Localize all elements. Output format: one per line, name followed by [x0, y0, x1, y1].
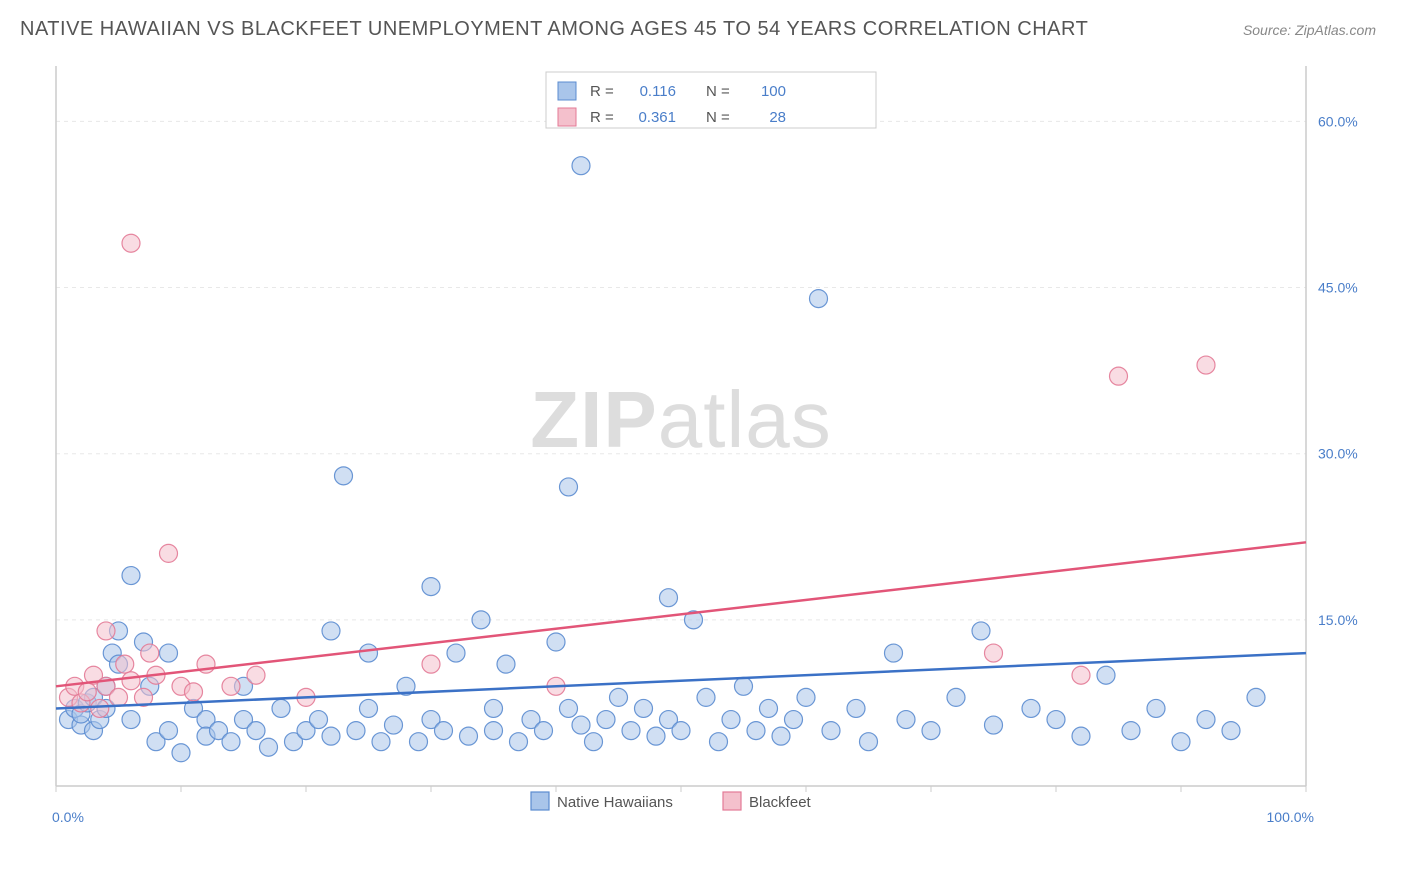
stats-swatch — [558, 82, 576, 100]
x-tick-label: 100.0% — [1267, 809, 1314, 825]
y-tick-label: 15.0% — [1318, 612, 1358, 628]
y-tick-label: 45.0% — [1318, 280, 1358, 296]
stats-swatch — [558, 108, 576, 126]
stats-r-value: 0.361 — [638, 109, 676, 126]
stats-box: R = 0.116 N = 100 R = 0.361 N = 28 — [546, 72, 876, 128]
legend-label: Blackfeet — [749, 794, 812, 811]
legend-swatch — [723, 792, 741, 810]
chart-title: NATIVE HAWAIIAN VS BLACKFEET UNEMPLOYMEN… — [20, 18, 1088, 41]
stats-n-label: N = — [706, 83, 730, 100]
stats-r-label: R = — [590, 109, 614, 126]
stats-r-label: R = — [590, 83, 614, 100]
stats-n-label: N = — [706, 109, 730, 126]
chart-area: ZIPatlas 15.0% 30.0% 45.0% 60.0% 0.0% 100.0% Na… — [50, 60, 1376, 832]
y-tick-label: 60.0% — [1318, 113, 1358, 129]
x-tick-label: 0.0% — [52, 809, 84, 825]
legend-swatch — [531, 792, 549, 810]
stats-r-value: 0.116 — [640, 83, 676, 100]
stats-n-value: 100 — [761, 83, 786, 100]
stats-n-value: 28 — [769, 109, 786, 126]
legend-label: Native Hawaiians — [557, 794, 673, 811]
scatter-plot: ZIPatlas 15.0% 30.0% 45.0% 60.0% 0.0% 100.0% Na… — [50, 60, 1376, 832]
y-tick-label: 30.0% — [1318, 446, 1358, 462]
source-attribution: Source: ZipAtlas.com — [1243, 22, 1376, 38]
svg-text:ZIPatlas: ZIPatlas — [530, 375, 831, 464]
